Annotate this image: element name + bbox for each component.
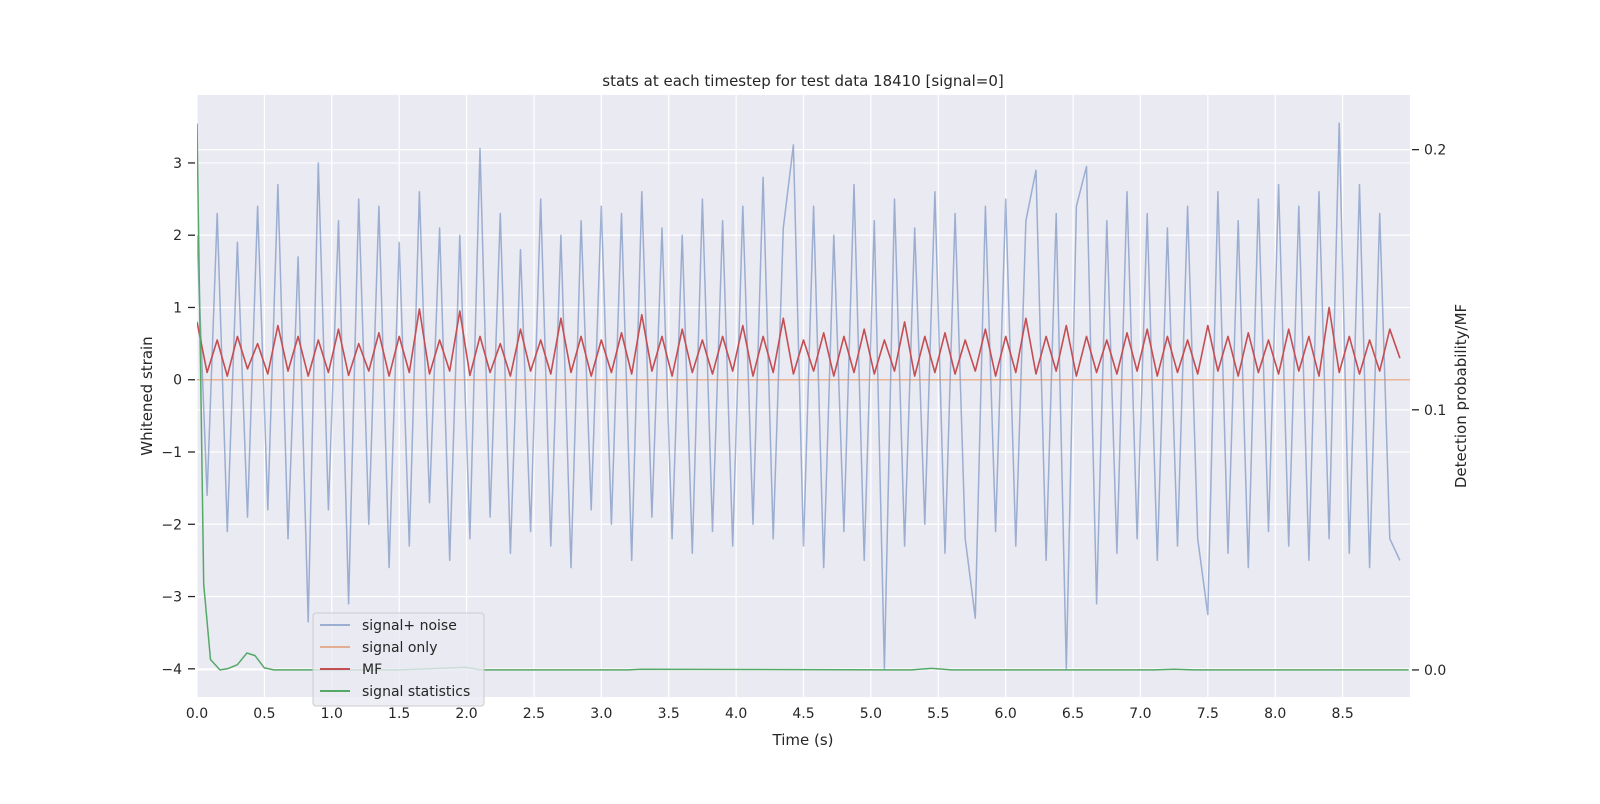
x-tick-label: 2.0 bbox=[455, 706, 477, 722]
y-right-tick-label: 0.2 bbox=[1424, 143, 1446, 159]
y-tick-label: −1 bbox=[161, 445, 182, 461]
ticks: 0.0 0.5 1.0 1.5 2.0 2.5 3.0 3.5 4.0 4.5 5.0 5.5 6.0 6… bbox=[161, 143, 1446, 722]
legend-label: signal only bbox=[362, 640, 437, 656]
x-tick-label: 5.5 bbox=[927, 706, 949, 722]
y-right-tick-label: 0.0 bbox=[1424, 663, 1446, 679]
y-tick-label: 3 bbox=[173, 156, 182, 172]
x-tick-label: 4.0 bbox=[725, 706, 747, 722]
x-tick-label: 7.5 bbox=[1197, 706, 1219, 722]
x-tick-label: 5.0 bbox=[860, 706, 882, 722]
legend-label: signal+ noise bbox=[362, 618, 457, 634]
x-tick-label: 8.5 bbox=[1331, 706, 1353, 722]
x-tick-label: 4.5 bbox=[792, 706, 814, 722]
series-line-signal-noise bbox=[197, 122, 1401, 670]
legend: signal+ noise signal only MF signal statist… bbox=[312, 612, 485, 707]
legend-label: signal statistics bbox=[362, 684, 470, 700]
x-tick-label: 6.0 bbox=[995, 706, 1017, 722]
x-axis-label: Time (s) bbox=[772, 731, 834, 749]
x-tick-label: 1.5 bbox=[388, 706, 410, 722]
y-tick-label: 0 bbox=[173, 373, 182, 389]
x-tick-label: 0.5 bbox=[253, 706, 275, 722]
x-tick-label: 6.5 bbox=[1062, 706, 1084, 722]
x-tick-label: 8.0 bbox=[1264, 706, 1286, 722]
x-tick-label: 3.5 bbox=[658, 706, 680, 722]
y-tick-label: −3 bbox=[161, 590, 182, 606]
y-tick-label: 2 bbox=[173, 228, 182, 244]
x-tick-label: 3.0 bbox=[590, 706, 612, 722]
y-tick-label: −4 bbox=[161, 662, 182, 678]
y-axis-label: Whitened strain bbox=[138, 336, 156, 455]
legend-label: MF bbox=[362, 662, 382, 678]
y-axis-right-label: Detection probability/MF bbox=[1452, 304, 1470, 488]
x-tick-label: 2.5 bbox=[523, 706, 545, 722]
x-tick-label: 1.0 bbox=[321, 706, 343, 722]
y-tick-label: 1 bbox=[173, 300, 182, 316]
legend-box bbox=[312, 612, 485, 707]
x-tick-label: 0.0 bbox=[186, 706, 208, 722]
y-tick-label: −2 bbox=[161, 517, 182, 533]
chart-title: stats at each timestep for test data 184… bbox=[602, 72, 1003, 90]
series-line-mf bbox=[197, 306, 1401, 377]
y-right-tick-label: 0.1 bbox=[1424, 403, 1446, 419]
x-tick-label: 7.0 bbox=[1129, 706, 1151, 722]
